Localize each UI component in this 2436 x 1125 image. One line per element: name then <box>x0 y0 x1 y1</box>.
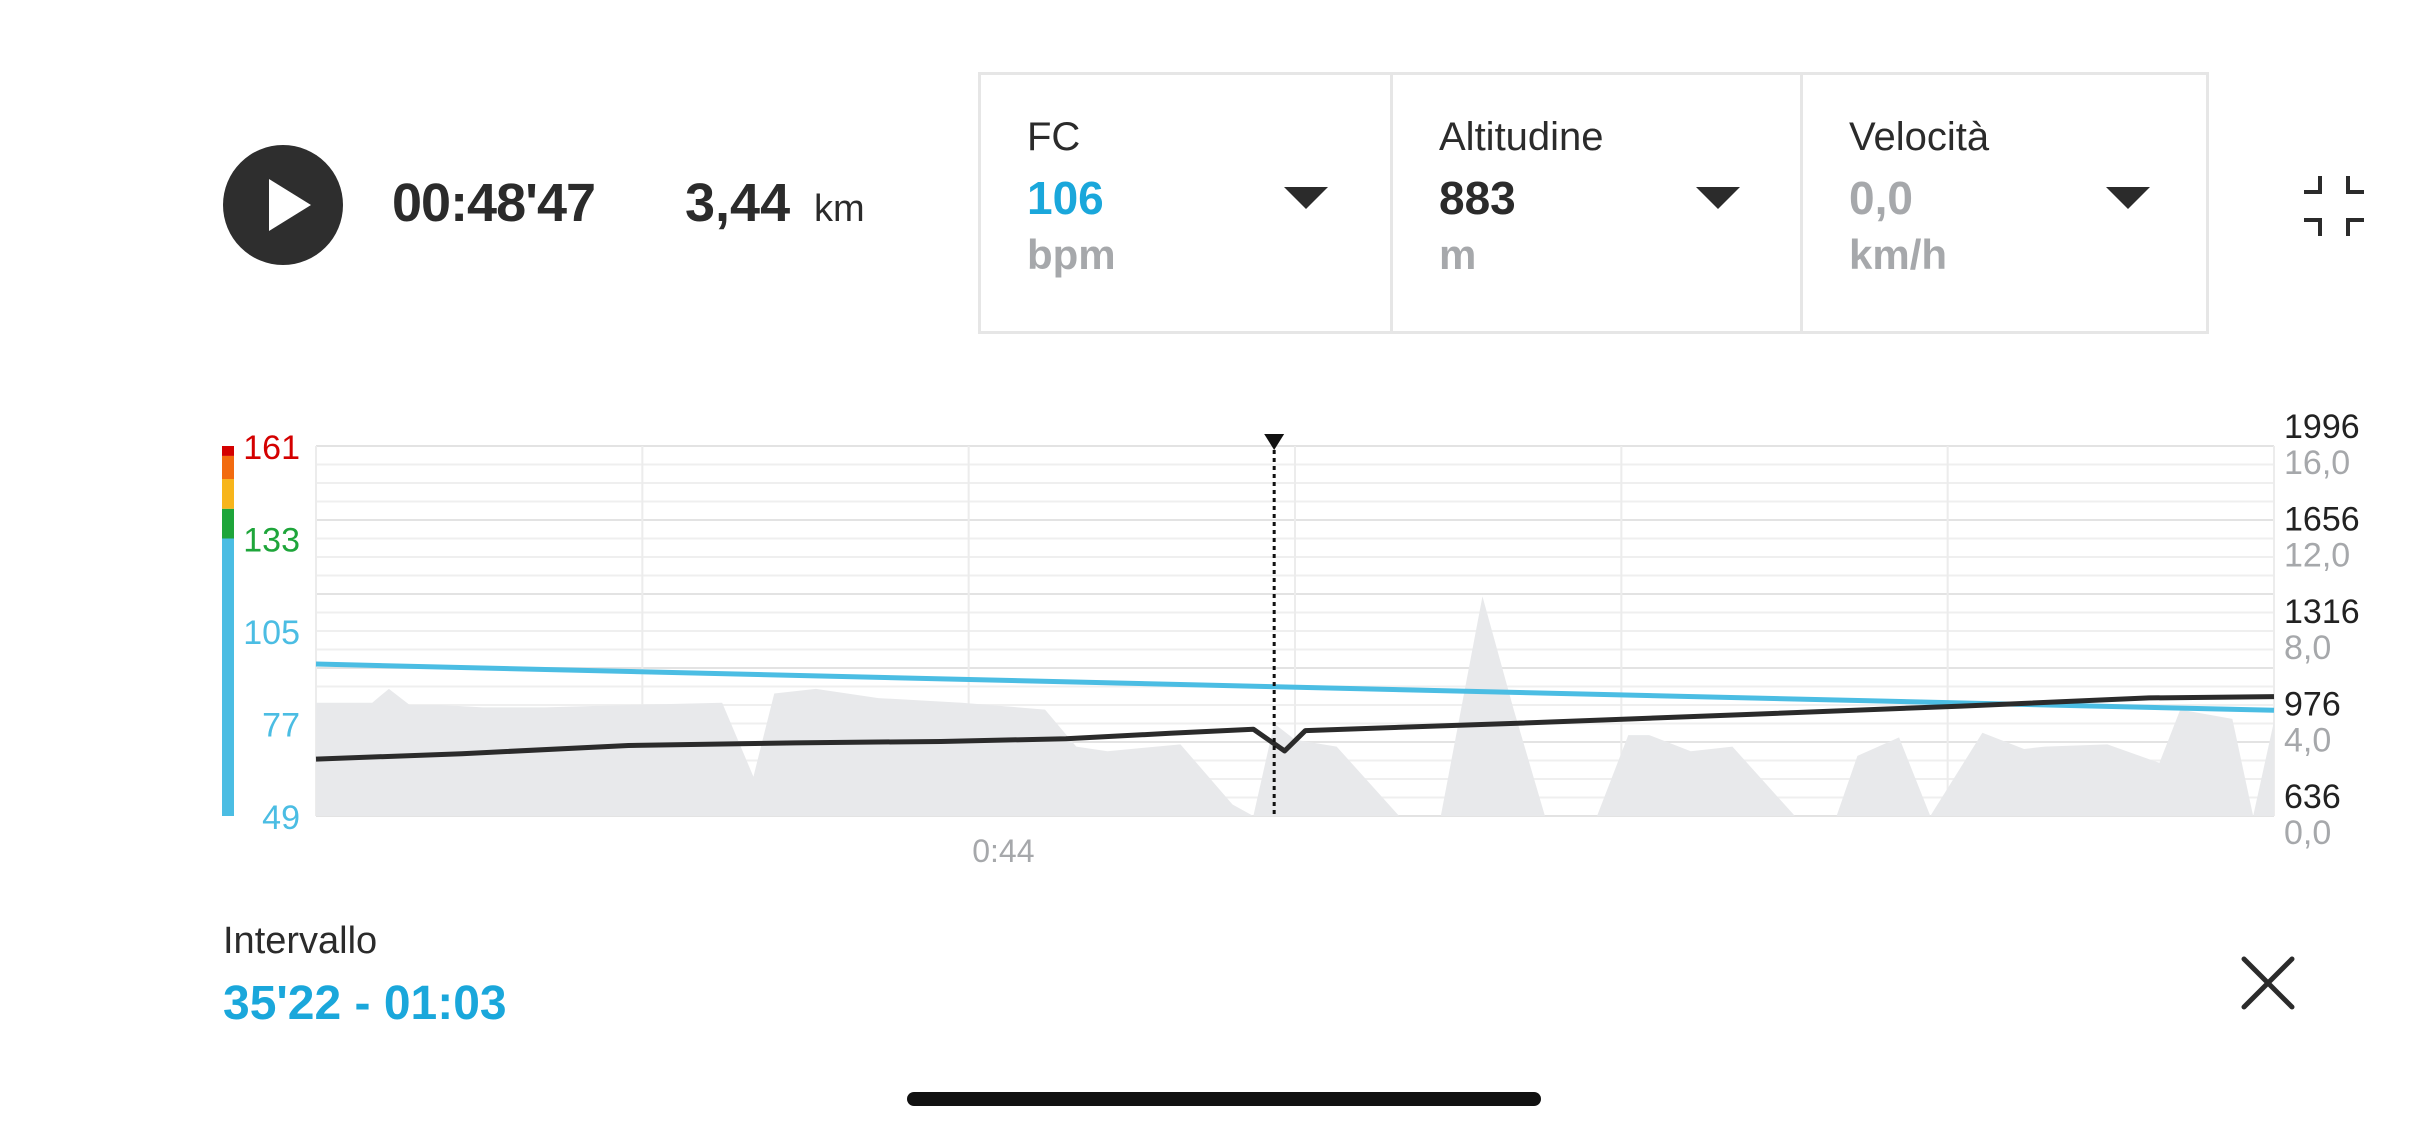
metric-label: Altitudine <box>1439 115 1604 159</box>
caret-down-icon <box>1284 187 1328 209</box>
hr-zone <box>222 538 234 816</box>
altitude-tick-label: 976 <box>2284 686 2341 724</box>
hr-tick-label: 105 <box>243 614 300 652</box>
hr-line <box>315 661 2275 713</box>
hr-tick-label: 161 <box>243 429 300 467</box>
hr-tick-label: 49 <box>262 799 300 837</box>
metric-hr[interactable]: FC 106 bpm <box>981 75 1390 331</box>
distance-unit: km <box>814 188 865 230</box>
hr-tick-label: 133 <box>243 522 300 560</box>
metric-speed[interactable]: Velocità 0,0 km/h <box>1800 75 2206 331</box>
hr-series <box>315 661 2275 713</box>
x-tick-label: 0:44 <box>972 833 1034 869</box>
collapse-icon[interactable] <box>2302 174 2366 238</box>
speed-axis: 16,0 12,0 8,0 4,0 0,0 <box>2284 444 2350 852</box>
caret-down-icon <box>2106 187 2150 209</box>
metric-unit: km/h <box>1849 231 1948 278</box>
speed-tick-label: 16,0 <box>2284 444 2350 482</box>
distance-value: 3,44 <box>685 173 791 233</box>
play-button[interactable] <box>223 145 343 265</box>
speed-tick-label: 4,0 <box>2284 722 2331 760</box>
speed-area <box>316 596 2274 816</box>
altitude-axis: 1996 1656 1316 976 636 <box>2284 408 2360 816</box>
caret-down-icon <box>1696 187 1740 209</box>
metric-altitude[interactable]: Altitudine 883 m <box>1390 75 1800 331</box>
hr-tick-label: 77 <box>262 707 300 745</box>
elapsed-time: 00:48'47 <box>392 173 596 233</box>
altitude-tick-label: 1996 <box>2284 408 2360 446</box>
metric-unit: bpm <box>1027 231 1116 278</box>
cursor-marker-icon <box>1264 434 1285 450</box>
speed-tick-label: 12,0 <box>2284 537 2350 575</box>
hr-zone <box>222 508 234 539</box>
speed-tick-label: 8,0 <box>2284 629 2331 667</box>
metric-label: FC <box>1027 115 1081 159</box>
hr-zone <box>222 479 234 509</box>
hr-zone <box>222 446 234 456</box>
interval-label: Intervallo <box>223 920 378 962</box>
metric-value: 883 <box>1439 172 1516 224</box>
speed-series <box>316 596 2274 816</box>
altitude-tick-label: 1316 <box>2284 593 2360 631</box>
hr-zone <box>222 455 234 480</box>
metric-unit: m <box>1439 231 1477 278</box>
interval-value[interactable]: 35'22 - 01:03 <box>223 977 507 1030</box>
altitude-tick-label: 636 <box>2284 778 2341 816</box>
chart-cursor <box>1264 434 1285 816</box>
altitude-line <box>315 694 2275 762</box>
chart-grid <box>315 445 2275 817</box>
altitude-series <box>315 694 2275 762</box>
speed-tick-label: 0,0 <box>2284 814 2331 852</box>
metric-selector: FC 106 bpm Altitudine 883 m Velocità 0,0… <box>978 72 2209 334</box>
close-icon[interactable] <box>2238 953 2298 1013</box>
hr-zone-bar <box>222 446 234 816</box>
play-icon <box>269 179 311 231</box>
altitude-tick-label: 1656 <box>2284 501 2360 539</box>
x-axis: 0:44 <box>972 833 1034 869</box>
home-indicator <box>907 1092 1541 1106</box>
metric-value: 106 <box>1027 172 1104 224</box>
metric-value: 0,0 <box>1849 172 1913 224</box>
metric-label: Velocità <box>1849 115 1990 159</box>
hr-axis: 161 133 105 77 49 <box>243 429 300 837</box>
